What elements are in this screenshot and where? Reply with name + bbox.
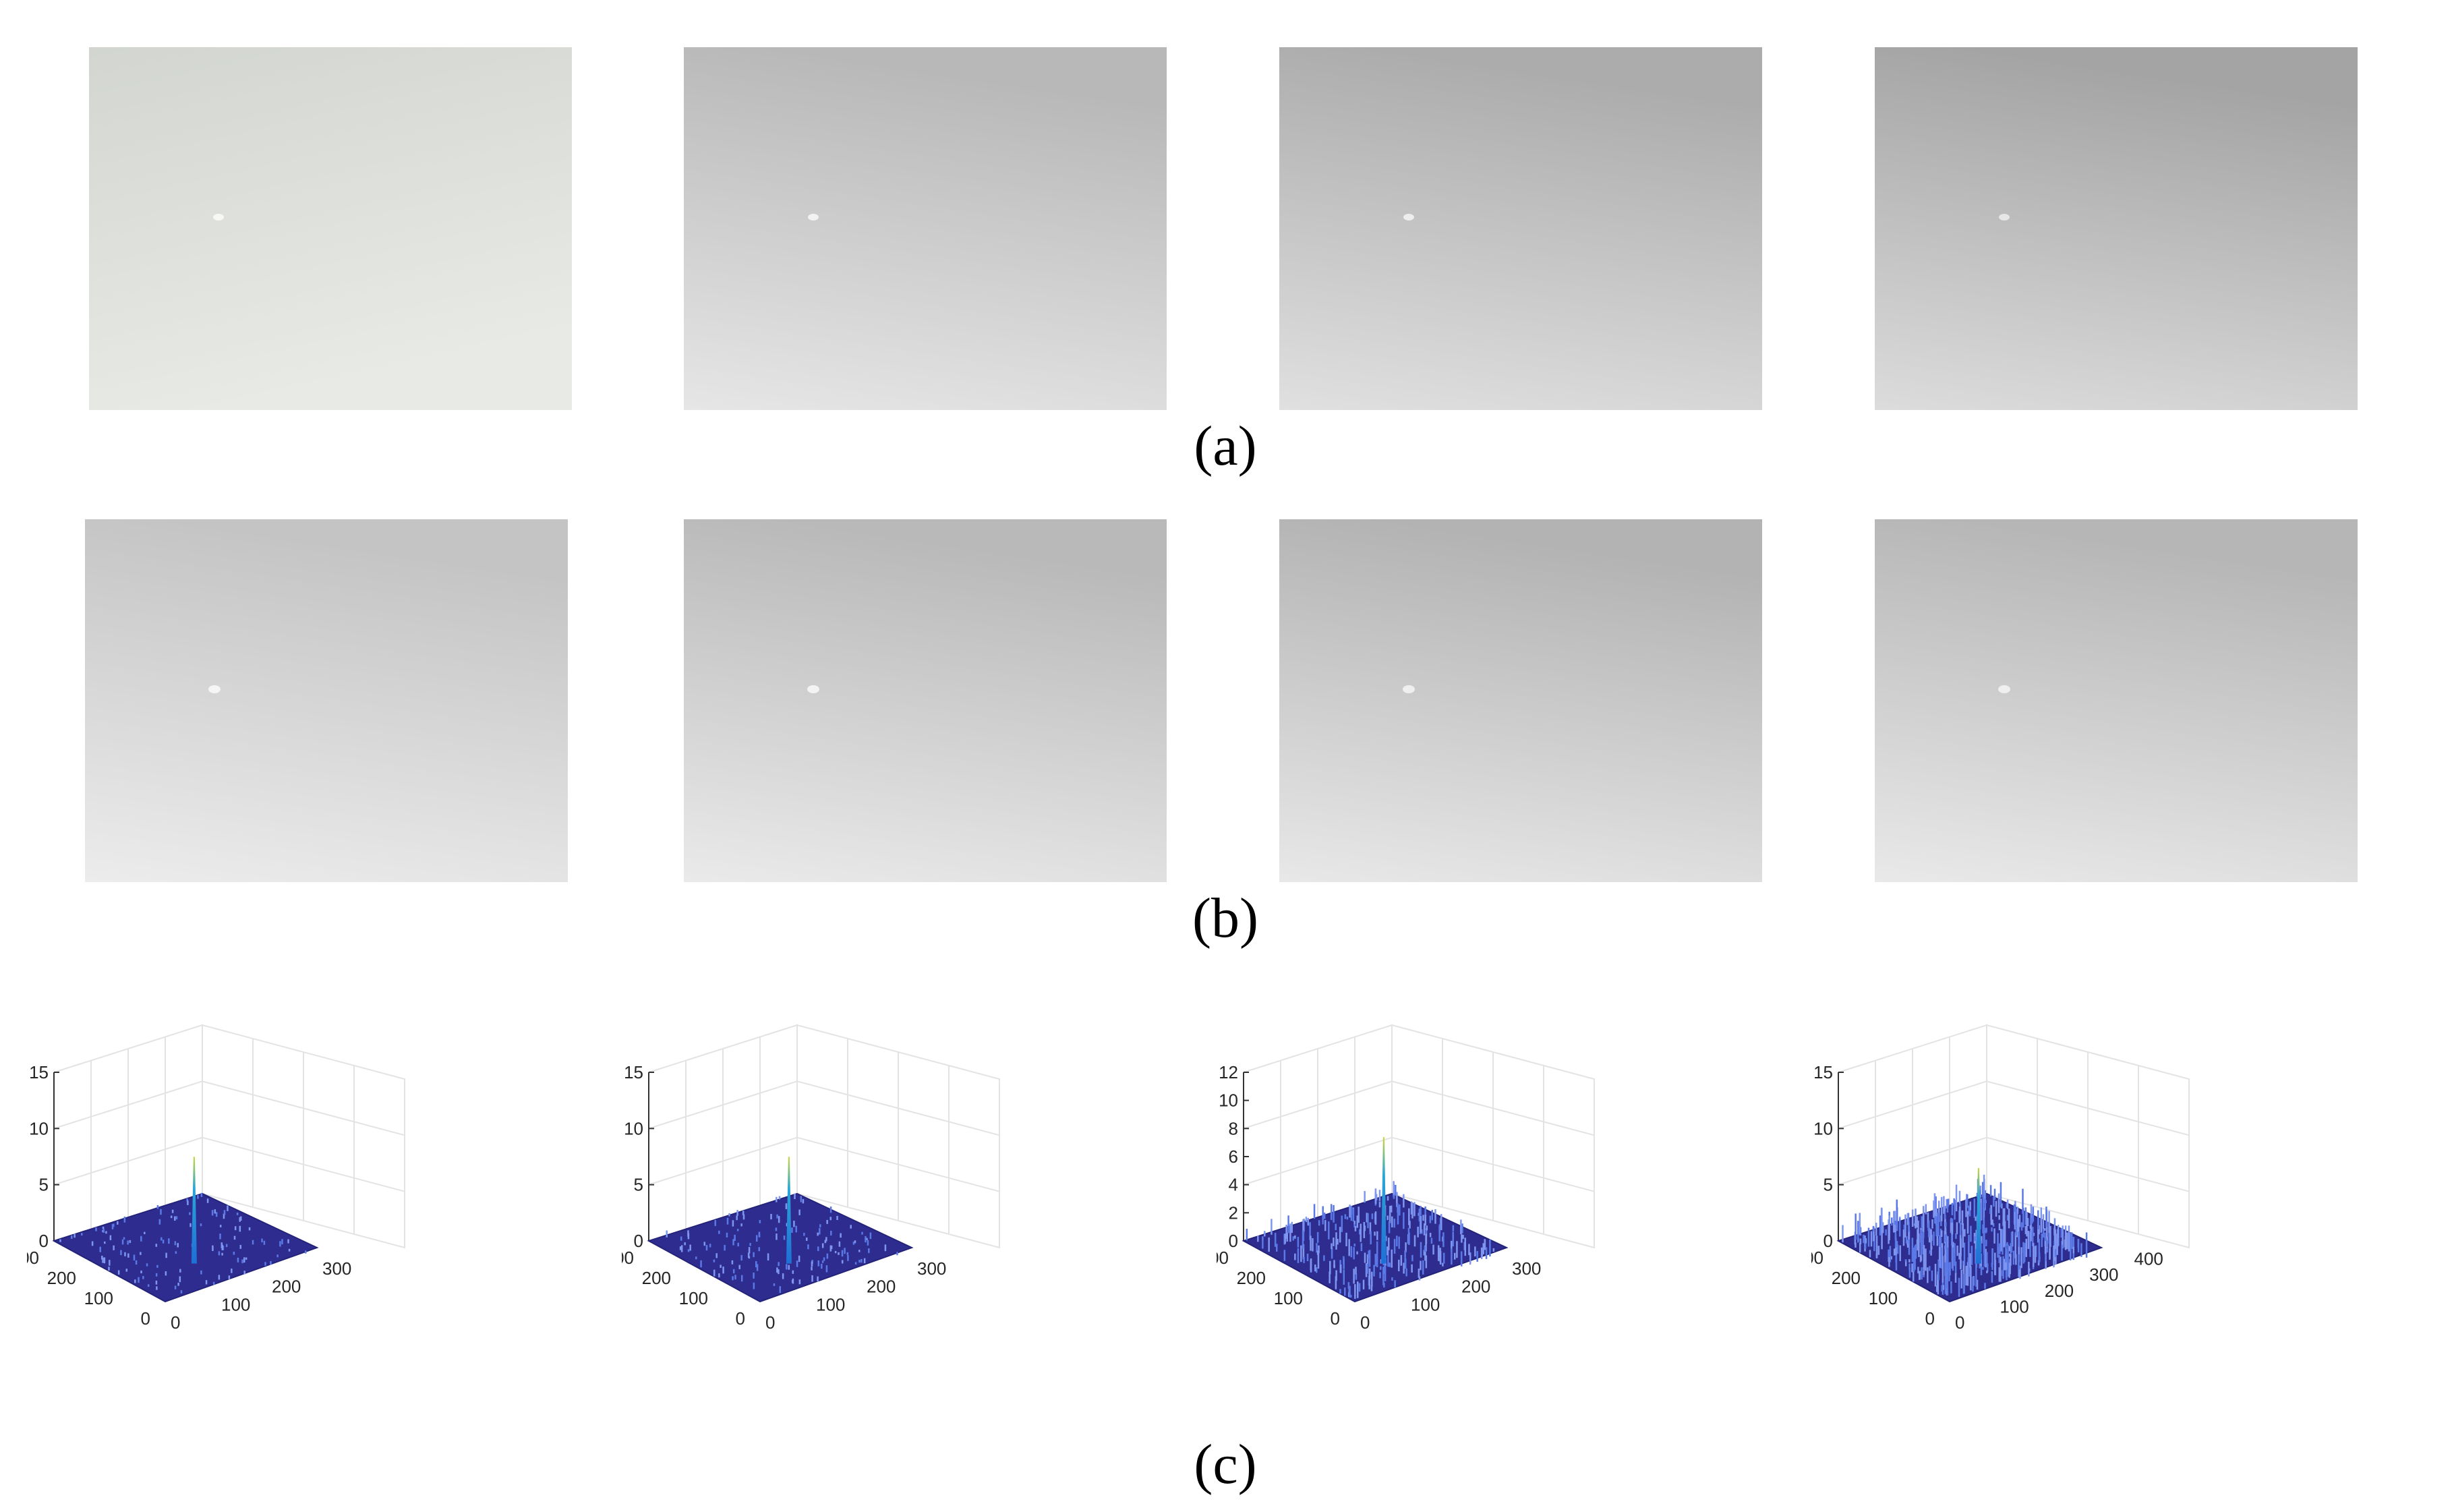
x-tick-label: 100 <box>816 1294 845 1314</box>
z-tick-label: 0 <box>634 1231 643 1251</box>
surface-plot-1: 15105030020010000100200300 <box>27 991 607 1436</box>
x-tick-label: 100 <box>2000 1296 2029 1316</box>
x-tick-label: 0 <box>1955 1312 1964 1333</box>
x-tick-label: 100 <box>1411 1294 1440 1314</box>
x-tick-label: 300 <box>2089 1264 2118 1285</box>
x-tick-label: 200 <box>867 1277 896 1297</box>
z-tick-label: 5 <box>1824 1175 1833 1195</box>
z-tick-label: 15 <box>624 1062 643 1082</box>
z-tick-label: 15 <box>29 1062 49 1082</box>
x-tick-label: 0 <box>1360 1312 1370 1333</box>
z-tick-label: 2 <box>1229 1202 1238 1223</box>
caption-c: (c) <box>1194 1433 1257 1496</box>
z-tick-label: 8 <box>1229 1118 1238 1138</box>
caption-b: (b) <box>1192 887 1258 950</box>
y-tick-label: 300 <box>27 1248 39 1268</box>
z-tick-label: 0 <box>1229 1231 1238 1251</box>
z-tick-label: 4 <box>1229 1175 1238 1195</box>
y-tick-label: 100 <box>679 1288 708 1308</box>
frame-b2 <box>684 519 1167 882</box>
x-tick-label: 100 <box>221 1294 250 1314</box>
frame-a3 <box>1279 47 1762 410</box>
x-tick-label: 400 <box>2134 1249 2163 1269</box>
plot-grid <box>53 1024 405 1249</box>
x-tick-label: 0 <box>765 1312 775 1333</box>
x-tick-label: 300 <box>1512 1258 1541 1279</box>
frame-b4 <box>1875 519 2358 882</box>
y-tick-label: 200 <box>47 1268 76 1288</box>
y-tick-label: 300 <box>622 1248 634 1268</box>
target-peak <box>786 1157 792 1264</box>
target-peak <box>191 1157 197 1264</box>
frame-a4 <box>1875 47 2358 410</box>
target-peak <box>1975 1167 1981 1264</box>
noise-spikes <box>666 1193 898 1293</box>
y-tick-label: 300 <box>1811 1248 1824 1268</box>
noise-spikes <box>1842 1174 2088 1297</box>
x-tick-label: 200 <box>272 1277 301 1297</box>
y-tick-label: 0 <box>736 1308 745 1329</box>
x-tick-label: 0 <box>171 1312 180 1333</box>
y-tick-label: 0 <box>1925 1308 1935 1329</box>
target-peak <box>1380 1137 1387 1264</box>
frame-b3 <box>1279 519 1762 882</box>
z-tick-label: 10 <box>29 1118 49 1138</box>
x-tick-label: 300 <box>917 1258 946 1279</box>
y-tick-label: 300 <box>1217 1248 1229 1268</box>
x-tick-label: 300 <box>322 1258 351 1279</box>
surface-plot-4: 15105030020010000100200300400 <box>1811 991 2432 1436</box>
z-tick-label: 6 <box>1229 1146 1238 1167</box>
z-tick-label: 10 <box>1813 1118 1833 1138</box>
y-tick-label: 100 <box>1869 1288 1898 1308</box>
frame-a2 <box>684 47 1167 410</box>
surface-floor <box>52 1192 319 1303</box>
surface-plot-3: 12108642030020010000100200300 <box>1217 991 1797 1436</box>
z-tick-label: 0 <box>39 1231 49 1251</box>
y-tick-label: 0 <box>141 1308 150 1329</box>
y-tick-label: 200 <box>1832 1268 1861 1288</box>
z-tick-label: 10 <box>1219 1091 1238 1111</box>
z-tick-label: 12 <box>1219 1062 1238 1082</box>
y-tick-label: 100 <box>84 1288 113 1308</box>
z-tick-label: 5 <box>39 1175 49 1195</box>
frame-b1 <box>85 519 568 882</box>
z-tick-label: 15 <box>1813 1062 1833 1082</box>
noise-spikes <box>1246 1181 1495 1299</box>
plot-grid <box>1838 1024 2190 1249</box>
z-tick-label: 10 <box>624 1118 643 1138</box>
x-tick-label: 200 <box>1461 1277 1490 1297</box>
z-tick-label: 0 <box>1824 1231 1833 1251</box>
y-tick-label: 200 <box>1237 1268 1266 1288</box>
z-tick-label: 5 <box>634 1175 643 1195</box>
plot-grid <box>1243 1024 1595 1249</box>
frame-a1 <box>89 47 572 410</box>
y-tick-label: 0 <box>1331 1308 1340 1329</box>
caption-a: (a) <box>1194 415 1257 477</box>
x-tick-label: 200 <box>2045 1281 2074 1301</box>
y-tick-label: 200 <box>642 1268 671 1288</box>
y-tick-label: 100 <box>1274 1288 1303 1308</box>
surface-plot-2: 15105030020010000100200300 <box>622 991 1202 1436</box>
